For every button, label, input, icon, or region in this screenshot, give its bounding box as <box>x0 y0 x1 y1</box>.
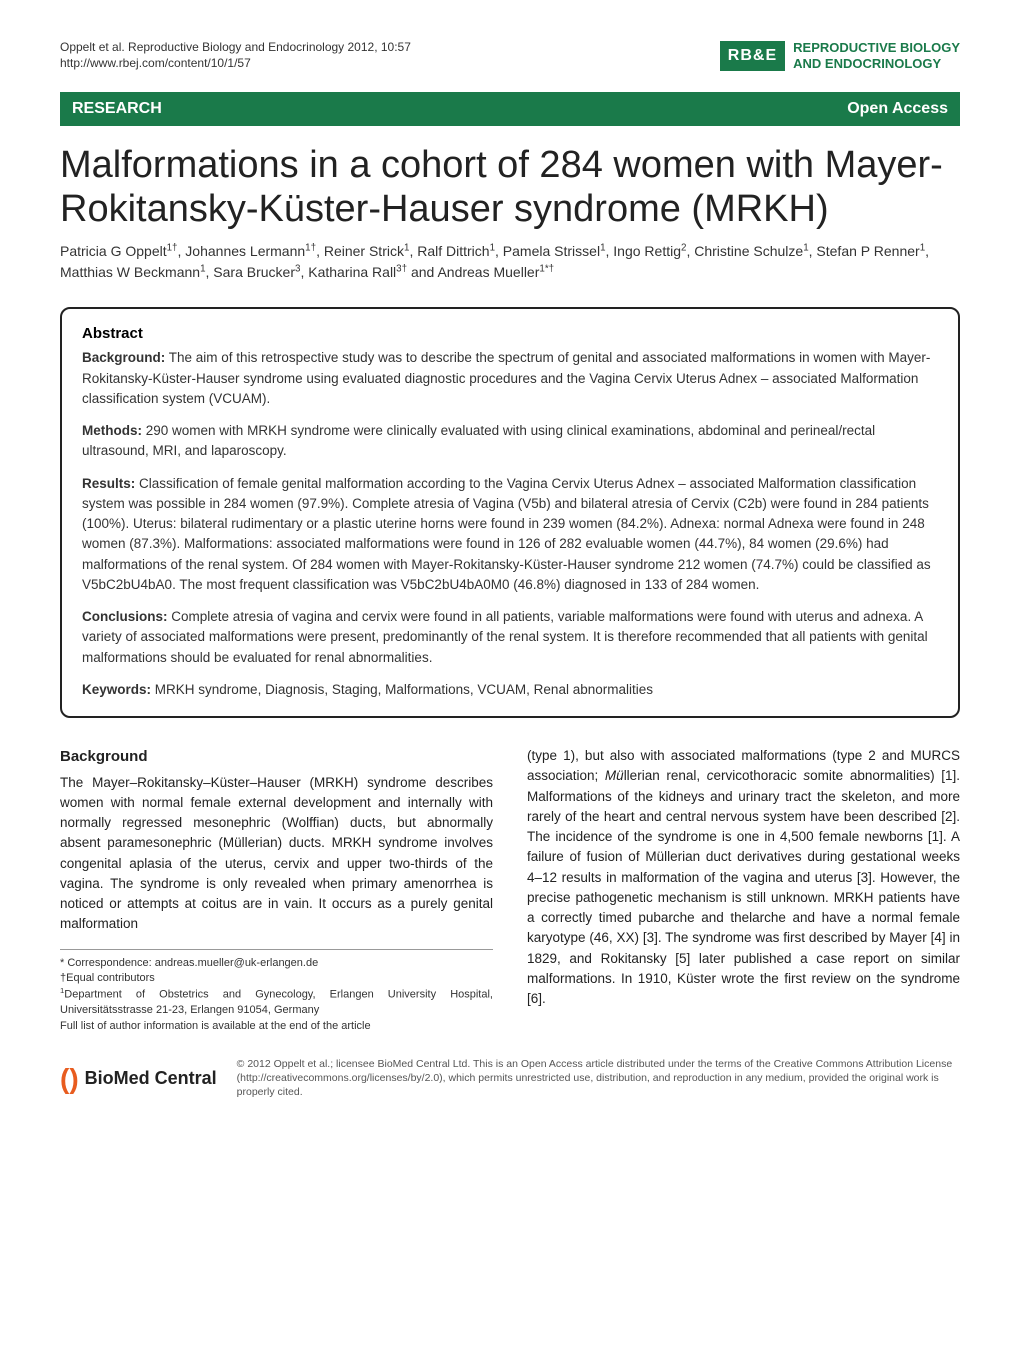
journal-logo: RB&E REPRODUCTIVE BIOLOGY AND ENDOCRINOL… <box>720 40 960 71</box>
abstract-conclusions: Conclusions: Complete atresia of vagina … <box>82 607 938 668</box>
journal-name-line-1: REPRODUCTIVE BIOLOGY <box>793 40 960 56</box>
abstract-background: Background: The aim of this retrospectiv… <box>82 348 938 409</box>
article-type-bar: RESEARCH Open Access <box>60 92 960 126</box>
license-text: © 2012 Oppelt et al.; licensee BioMed Ce… <box>237 1058 960 1099</box>
open-access-label: Open Access <box>847 100 948 118</box>
abstract-results: Results: Classification of female genita… <box>82 474 938 596</box>
biomed-central-logo: () BioMed Central <box>60 1063 217 1095</box>
bmc-paren-icon: () <box>60 1063 79 1095</box>
body-right-column: (type 1), but also with associated malfo… <box>527 746 960 1009</box>
citation-line-2: http://www.rbej.com/content/10/1/57 <box>60 56 411 70</box>
author-info-note: Full list of author information is avail… <box>60 1019 493 1034</box>
correspondence-email: * Correspondence: andreas.mueller@uk-erl… <box>60 956 493 971</box>
article-type: RESEARCH <box>72 100 162 118</box>
divider <box>60 949 493 950</box>
abstract-heading: Abstract <box>82 325 938 342</box>
equal-contributors: †Equal contributors <box>60 971 493 986</box>
journal-logo-abbrev: RB&E <box>720 41 785 71</box>
abstract-box: Abstract Background: The aim of this ret… <box>60 307 960 718</box>
author-list: Patricia G Oppelt1†, Johannes Lermann1†,… <box>60 241 960 283</box>
affiliation-1: 1Department of Obstetrics and Gynecology… <box>60 986 493 1018</box>
journal-name-line-2: AND ENDOCRINOLOGY <box>793 56 960 72</box>
background-heading: Background <box>60 746 493 769</box>
article-title: Malformations in a cohort of 284 women w… <box>60 144 960 231</box>
abstract-keywords: Keywords: MRKH syndrome, Diagnosis, Stag… <box>82 680 938 700</box>
bmc-text: BioMed Central <box>85 1068 217 1089</box>
abstract-methods: Methods: 290 women with MRKH syndrome we… <box>82 421 938 462</box>
citation-line-1: Oppelt et al. Reproductive Biology and E… <box>60 40 411 54</box>
body-left-column: The Mayer–Rokitansky–Küster–Hauser (MRKH… <box>60 773 493 935</box>
footer: () BioMed Central © 2012 Oppelt et al.; … <box>60 1058 960 1099</box>
